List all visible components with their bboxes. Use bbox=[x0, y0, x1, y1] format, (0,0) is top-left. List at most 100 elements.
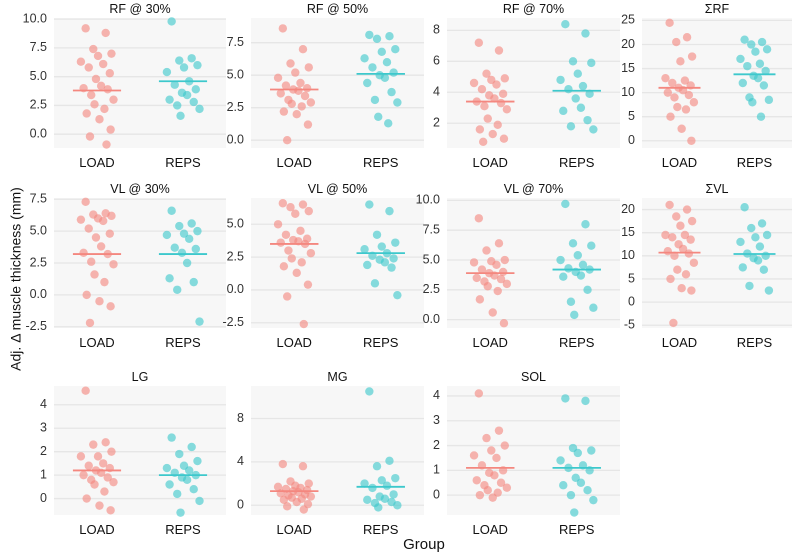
data-point-reps bbox=[177, 248, 187, 258]
data-point-reps bbox=[559, 106, 568, 116]
data-point-load bbox=[106, 302, 115, 311]
data-point-load bbox=[304, 479, 313, 488]
data-point-reps bbox=[764, 95, 774, 105]
data-point-load bbox=[76, 57, 86, 66]
data-point-reps bbox=[559, 481, 568, 490]
data-point-reps bbox=[193, 60, 202, 70]
data-point-load bbox=[490, 94, 499, 103]
data-point-load bbox=[89, 440, 98, 449]
data-point-reps bbox=[566, 297, 576, 306]
data-point-reps bbox=[195, 317, 204, 326]
y-tick-label: 2.5 bbox=[227, 249, 244, 263]
y-tick-label: 2.5 bbox=[227, 100, 244, 114]
x-tick-label-reps: REPS bbox=[363, 335, 399, 350]
data-point-reps bbox=[193, 456, 202, 466]
data-point-load bbox=[286, 202, 295, 212]
data-point-reps bbox=[191, 244, 200, 254]
data-point-reps bbox=[380, 494, 390, 503]
data-point-load bbox=[472, 476, 481, 485]
data-point-load bbox=[689, 258, 699, 267]
panel-2: 0.0 2.5 5.0 7.5 RF @ 50% LOAD REPS bbox=[227, 2, 424, 170]
data-point-reps bbox=[576, 271, 586, 280]
data-point-load bbox=[492, 260, 501, 269]
data-point-load bbox=[107, 447, 116, 456]
data-point-load bbox=[668, 78, 677, 88]
data-point-load bbox=[300, 91, 310, 101]
y-tick-label: 5.0 bbox=[227, 217, 244, 231]
y-tick-label: 7.5 bbox=[423, 222, 440, 236]
data-point-load bbox=[494, 239, 504, 248]
data-point-reps bbox=[764, 286, 774, 295]
panel-title: ΣRF bbox=[705, 2, 730, 16]
data-point-load bbox=[79, 470, 88, 480]
data-point-reps bbox=[583, 115, 592, 125]
data-point-load bbox=[98, 59, 108, 69]
data-point-reps bbox=[360, 479, 369, 488]
x-tick-label-reps: REPS bbox=[559, 522, 595, 537]
data-point-reps bbox=[184, 234, 194, 243]
data-point-reps bbox=[167, 206, 176, 215]
data-point-load bbox=[284, 246, 293, 255]
data-point-reps bbox=[380, 73, 390, 83]
data-point-reps bbox=[393, 501, 402, 510]
data-point-load bbox=[474, 389, 484, 398]
data-point-load bbox=[670, 251, 679, 261]
x-tick-label-reps: REPS bbox=[363, 155, 399, 170]
data-point-load bbox=[276, 89, 285, 98]
data-point-load bbox=[278, 24, 288, 33]
data-point-load bbox=[282, 136, 292, 145]
panel-background bbox=[642, 198, 792, 328]
y-tick-label: 2.5 bbox=[423, 282, 440, 296]
data-point-reps bbox=[576, 478, 586, 487]
y-tick-label: 5.0 bbox=[227, 67, 244, 81]
data-point-reps bbox=[743, 61, 752, 71]
data-point-reps bbox=[175, 56, 184, 65]
data-point-load bbox=[299, 505, 308, 514]
panel-background bbox=[54, 18, 226, 148]
panel-3: 2 4 6 8 RF @ 70% LOAD REPS bbox=[433, 2, 620, 170]
data-point-load bbox=[686, 235, 695, 244]
data-point-reps bbox=[175, 449, 184, 459]
y-tick-label: 7.5 bbox=[227, 35, 244, 49]
data-point-load bbox=[281, 230, 291, 239]
data-point-reps bbox=[755, 242, 765, 251]
panel-6: -2.5 0.0 2.5 5.0 VL @ 50% LOAD REPS bbox=[222, 182, 424, 350]
data-point-load bbox=[79, 248, 88, 258]
data-point-reps bbox=[170, 80, 179, 89]
data-point-reps bbox=[587, 58, 596, 68]
data-point-load bbox=[684, 90, 694, 100]
data-point-load bbox=[109, 95, 118, 104]
data-point-load bbox=[291, 68, 300, 77]
data-point-load bbox=[681, 270, 691, 279]
data-point-load bbox=[276, 238, 285, 247]
data-point-reps bbox=[187, 54, 196, 63]
data-point-load bbox=[303, 280, 313, 289]
y-tick-label: 0 bbox=[433, 487, 440, 501]
data-point-load bbox=[483, 282, 492, 291]
data-point-load bbox=[490, 471, 499, 480]
data-point-load bbox=[89, 44, 98, 54]
data-point-load bbox=[101, 28, 110, 38]
y-tick-label: 1 bbox=[40, 467, 47, 481]
data-point-reps bbox=[571, 473, 580, 482]
data-point-load bbox=[76, 452, 86, 461]
data-point-load bbox=[677, 284, 686, 293]
y-tick-label: 3 bbox=[433, 413, 440, 427]
data-point-load bbox=[672, 37, 681, 47]
panel-background bbox=[251, 18, 424, 148]
data-point-reps bbox=[387, 87, 396, 97]
data-point-load bbox=[298, 200, 308, 209]
data-point-load bbox=[482, 69, 491, 78]
data-point-load bbox=[297, 102, 306, 111]
data-point-reps bbox=[559, 272, 568, 281]
data-point-load bbox=[676, 221, 685, 230]
data-point-load bbox=[502, 279, 512, 289]
x-tick-label-load: LOAD bbox=[277, 522, 312, 537]
panel-title: ΣVL bbox=[705, 182, 728, 196]
data-point-reps bbox=[738, 263, 747, 272]
data-point-load bbox=[82, 494, 91, 503]
data-point-reps bbox=[363, 495, 372, 505]
data-point-load bbox=[302, 84, 312, 93]
data-point-reps bbox=[391, 473, 400, 483]
x-tick-label-load: LOAD bbox=[79, 522, 114, 537]
